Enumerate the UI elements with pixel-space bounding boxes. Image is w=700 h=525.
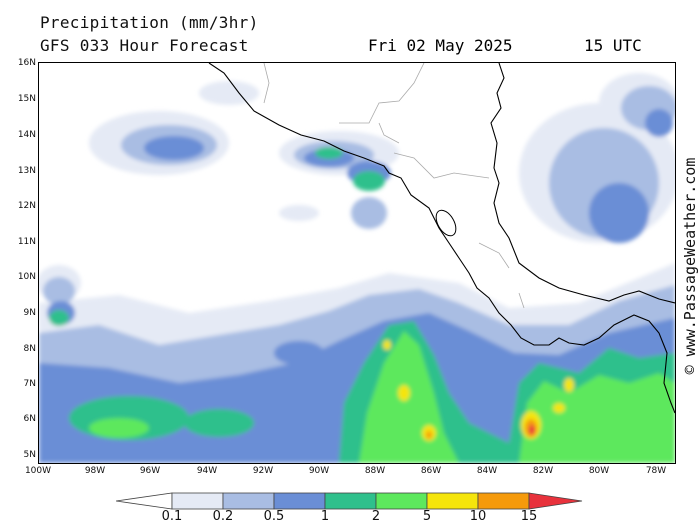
lon-label-78w: 78W — [645, 466, 667, 476]
legend-label-5: 5 — [422, 509, 432, 524]
legend-swatch-3 — [324, 492, 377, 510]
lon-label-86w: 86W — [420, 466, 442, 476]
lat-label-13n: 13N — [17, 166, 36, 176]
lat-label-12n: 12N — [17, 201, 36, 211]
coastline — [208, 63, 675, 414]
legend-colorbar — [116, 492, 583, 510]
legend-arrow-left — [116, 492, 173, 510]
legend-label-0.1: 0.1 — [161, 509, 183, 524]
lon-label-96w: 96W — [139, 466, 161, 476]
lon-label-92w: 92W — [252, 466, 274, 476]
precipitation-layer — [39, 73, 675, 463]
lat-label-15n: 15N — [17, 94, 36, 104]
country-borders — [263, 63, 525, 309]
watermark: © www.PassageWeather.com — [681, 157, 699, 375]
lake-nicaragua — [435, 209, 457, 237]
legend-swatch-5 — [426, 492, 479, 510]
lon-label-90w: 90W — [308, 466, 330, 476]
forecast-subtitle: GFS 033 Hour Forecast — [40, 36, 249, 55]
legend-label-15: 15 — [520, 509, 538, 524]
lon-label-98w: 98W — [84, 466, 106, 476]
legend-label-2: 2 — [371, 509, 381, 524]
forecast-time: 15 UTC — [584, 36, 642, 55]
legend-label-0.2: 0.2 — [212, 509, 234, 524]
legend-label-0.5: 0.5 — [263, 509, 285, 524]
lon-label-100w: 100W — [24, 466, 52, 476]
legend-arrow-right — [528, 492, 583, 510]
lon-label-94w: 94W — [196, 466, 218, 476]
lat-label-10n: 10N — [17, 272, 36, 282]
lat-label-11n: 11N — [17, 237, 36, 247]
lat-label-5n: 5N — [23, 450, 36, 460]
legend-swatch-0 — [171, 492, 224, 510]
lon-label-80w: 80W — [588, 466, 610, 476]
lat-label-6n: 6N — [23, 414, 36, 424]
lat-label-14n: 14N — [17, 130, 36, 140]
map-canvas — [39, 63, 675, 463]
legend-swatch-6 — [477, 492, 530, 510]
chart-title: Precipitation (mm/3hr) — [40, 13, 259, 32]
lat-label-7n: 7N — [23, 379, 36, 389]
precipitation-map[interactable] — [38, 62, 676, 464]
legend-swatch-4 — [375, 492, 428, 510]
lon-label-84w: 84W — [476, 466, 498, 476]
precip-peak — [529, 425, 535, 435]
forecast-date: Fri 02 May 2025 — [368, 36, 513, 55]
lat-label-9n: 9N — [23, 308, 36, 318]
lat-label-8n: 8N — [23, 344, 36, 354]
legend-swatch-1 — [222, 492, 275, 510]
lon-label-88w: 88W — [364, 466, 386, 476]
legend-label-1: 1 — [320, 509, 330, 524]
legend-swatch-2 — [273, 492, 326, 510]
legend-label-10: 10 — [469, 509, 487, 524]
lon-label-82w: 82W — [532, 466, 554, 476]
lat-label-16n: 16N — [17, 58, 36, 68]
